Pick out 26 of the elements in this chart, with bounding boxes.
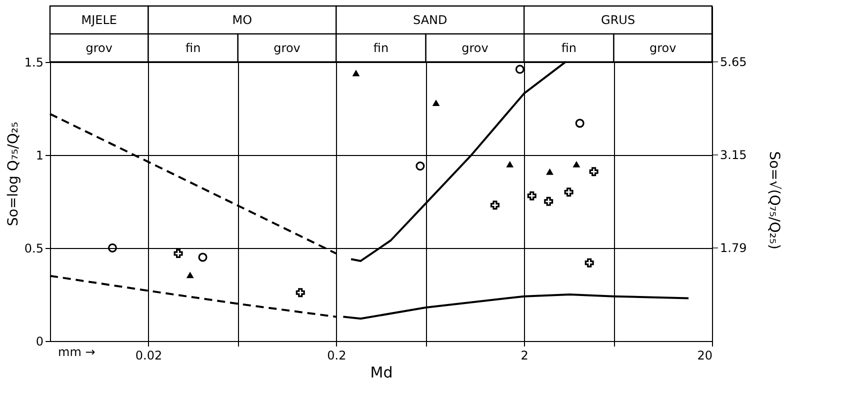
band-label: grov (86, 40, 112, 55)
text: 1.79 (720, 240, 747, 255)
x-tick-label: 2 (520, 348, 528, 362)
band-label: MO (232, 12, 252, 27)
band-label: fin (186, 40, 201, 55)
y2-axis-title: So=√(Q₇₅/Q₂₅) (766, 151, 782, 250)
band-label: GRUS (601, 12, 636, 27)
band-label: MJELE (81, 12, 118, 27)
band-label: SAND (412, 12, 448, 27)
text: 5.65 (720, 54, 747, 69)
band-label: fin (561, 40, 576, 55)
text: mm → (58, 345, 96, 359)
x-tick-label: 0.2 (327, 348, 346, 362)
y-tick-label: 0.5 (24, 241, 44, 256)
x-tick-label: 0.02 (135, 348, 162, 362)
x-tick-label: 20 (697, 348, 712, 362)
band-label: grov (462, 40, 488, 55)
y-tick-label: 1.5 (24, 55, 44, 70)
text: 3.15 (720, 148, 747, 162)
x-axis-title: Md (370, 364, 393, 382)
band-label: fin (373, 40, 389, 55)
band-label: grov (650, 40, 676, 55)
y-axis-title: So=log Q₇₅/Q₂₅ (5, 122, 22, 226)
y-tick-label: 1 (36, 148, 44, 162)
band-label: grov (274, 40, 300, 55)
y-tick-label: 0 (36, 334, 44, 348)
